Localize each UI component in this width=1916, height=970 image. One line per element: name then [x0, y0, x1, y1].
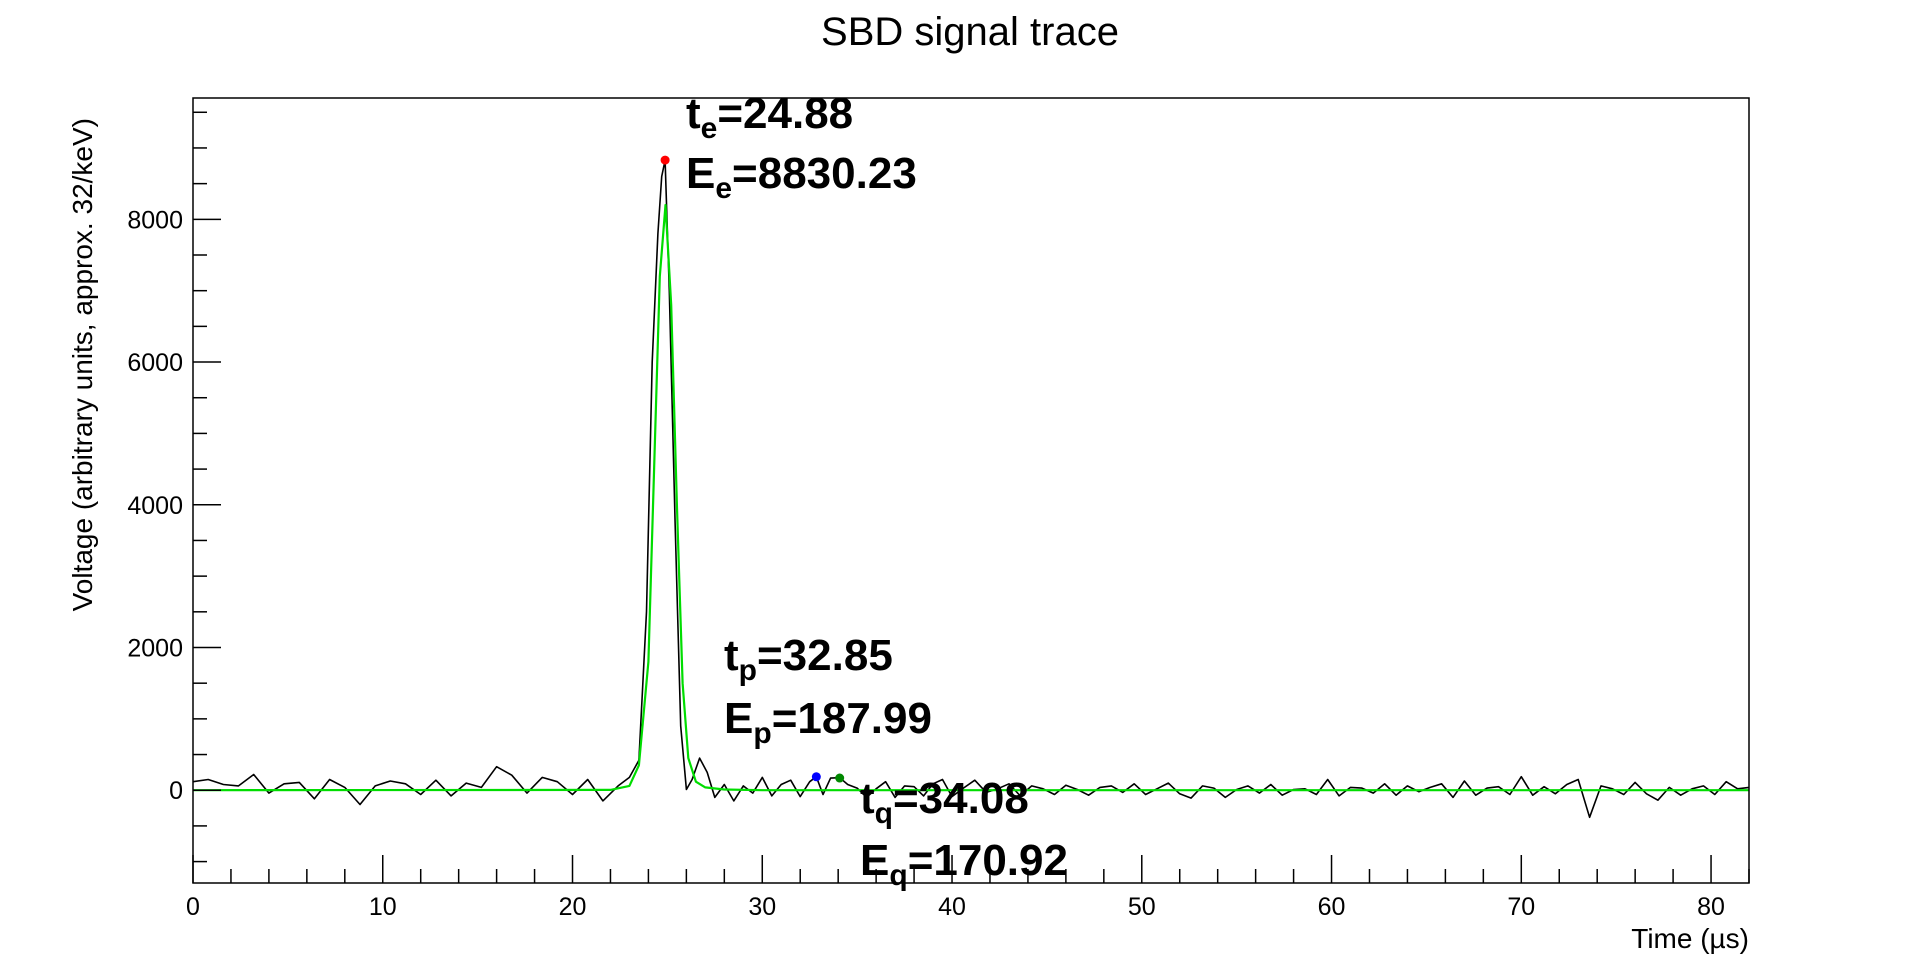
series-fit-line	[192, 203, 1749, 792]
annotation-tq-time: tq=34.08	[860, 774, 1029, 830]
peak-marker	[660, 155, 670, 165]
annotation-tq-energy: Eq=170.92	[860, 836, 1068, 892]
x-tick-label: 10	[369, 893, 397, 921]
series-trace-line	[192, 159, 1750, 819]
x-tick-label: 20	[559, 893, 587, 921]
x-tick-label: 0	[186, 893, 200, 921]
annotation-te-time: te=24.88	[686, 89, 853, 145]
y-axis-label: Voltage (arbitrary units, approx. 32/keV…	[67, 118, 98, 611]
y-tick-label: 6000	[127, 349, 183, 377]
x-axis-label: Time (µs)	[1631, 923, 1749, 954]
x-tick-label: 70	[1507, 893, 1535, 921]
annotation-tp-energy: Ep=187.99	[724, 694, 932, 750]
axis-tick-labels: 0 10 20 30 40 50 60 70 80 0 2000 4000 6000 8000	[127, 206, 1725, 921]
peak-marker	[811, 772, 821, 782]
x-tick-label: 40	[938, 893, 966, 921]
annotation-tp-time: tp=32.85	[724, 631, 893, 687]
annotation-tq: tq=34.08 Eq=170.92	[860, 774, 1068, 892]
annotation-te-energy: Ee=8830.23	[686, 149, 917, 205]
annotation-tp: tp=32.85 Ep=187.99	[724, 631, 932, 750]
x-tick-label: 30	[748, 893, 776, 921]
annotation-te: te=24.88 Ee=8830.23	[686, 89, 917, 205]
peak-markers	[660, 155, 845, 783]
x-tick-label: 80	[1697, 893, 1725, 921]
plot-frame	[192, 97, 1750, 884]
x-tick-label: 50	[1128, 893, 1156, 921]
peak-marker	[835, 773, 845, 783]
y-tick-label: 0	[169, 777, 183, 805]
axis-ticks	[192, 111, 1750, 883]
x-tick-label: 60	[1318, 893, 1346, 921]
y-tick-label: 4000	[127, 492, 183, 520]
y-tick-label: 2000	[127, 635, 183, 663]
y-tick-label: 8000	[127, 206, 183, 234]
plot-area	[192, 159, 1750, 819]
chart-title: SBD signal trace	[821, 10, 1119, 54]
